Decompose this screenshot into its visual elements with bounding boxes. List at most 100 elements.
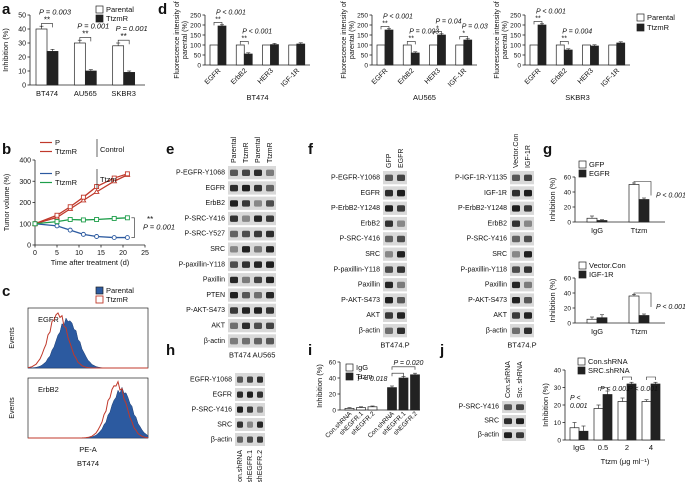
significance-bracket bbox=[213, 22, 223, 26]
blot-band bbox=[504, 432, 512, 439]
y-tick-label: 200 bbox=[190, 23, 201, 30]
blot-band bbox=[254, 322, 262, 330]
y-tick-label: 40 bbox=[329, 376, 337, 383]
blot-f-igf1r: P-IGF-1R-Y1135 IGF-1R P-ErbB2-Y1248 ErbB2 P-… bbox=[455, 171, 534, 338]
y-axis-label: Inhibition (%) bbox=[1, 28, 10, 72]
significance-bracket bbox=[433, 31, 442, 35]
bar-ttzmr bbox=[616, 42, 626, 66]
significance-bracket bbox=[646, 376, 656, 380]
blot-band bbox=[524, 235, 532, 243]
data-point bbox=[124, 235, 130, 241]
blot-row-label: β-actin bbox=[359, 327, 380, 334]
blot-band bbox=[230, 230, 238, 238]
blot-band bbox=[385, 312, 393, 319]
p-value: P < 0.001 bbox=[656, 193, 685, 200]
blot-band bbox=[524, 174, 532, 182]
x-tick-label: Ttzm bbox=[631, 226, 648, 235]
blot-band bbox=[512, 189, 520, 197]
y-tick-label: 0 bbox=[332, 408, 336, 415]
significance-stars: ** bbox=[562, 35, 568, 42]
bar-ttzmr bbox=[46, 51, 59, 86]
bar-src-shrna bbox=[602, 394, 613, 441]
y-axis-label: parental (%) bbox=[349, 21, 356, 59]
data-point bbox=[80, 194, 86, 200]
significance-stars: ** bbox=[121, 32, 127, 41]
p-value: P = 0.001 bbox=[116, 24, 148, 33]
cell-line-caption: AU565 bbox=[413, 93, 436, 102]
y-axis-label: Inhibition (%) bbox=[548, 278, 557, 322]
blot-band bbox=[504, 404, 512, 411]
data-point bbox=[54, 212, 60, 218]
x-tick-label: IGF-1R bbox=[600, 67, 621, 88]
legend-label: Parental bbox=[106, 5, 134, 14]
blot-band bbox=[397, 251, 405, 258]
y-tick-label: 60 bbox=[329, 360, 337, 367]
bar bbox=[356, 407, 366, 411]
x-tick-label: 20 bbox=[119, 250, 127, 257]
blot-column-label: TtzmR bbox=[267, 142, 274, 163]
blot-band bbox=[385, 281, 393, 289]
blot-band bbox=[512, 296, 520, 304]
blot-row-label: P-SRC-Y527 bbox=[185, 231, 226, 238]
data-point bbox=[94, 217, 100, 222]
blot-band bbox=[397, 220, 405, 227]
panel-letter-j: j bbox=[439, 342, 444, 359]
y-tick-label: 40 bbox=[564, 190, 572, 197]
y-tick-label: 100 bbox=[357, 43, 368, 50]
significance-stars: * bbox=[462, 30, 465, 37]
legend-swatch bbox=[95, 14, 104, 23]
blot-column-label: IGF-1R bbox=[525, 145, 532, 168]
blot-band bbox=[512, 251, 520, 258]
data-point bbox=[111, 175, 117, 181]
bar-filled bbox=[596, 220, 608, 223]
blot-band bbox=[385, 266, 393, 273]
data-point bbox=[67, 227, 73, 233]
y-tick-label: 20 bbox=[329, 392, 337, 399]
ttzmr-histogram bbox=[28, 380, 149, 439]
significance-bracket bbox=[79, 37, 92, 42]
blot-band bbox=[247, 406, 253, 413]
legend-swatch bbox=[577, 357, 586, 366]
significance-bracket bbox=[41, 23, 53, 28]
blot-strip bbox=[228, 319, 276, 333]
legend-label: EGFR bbox=[589, 169, 610, 178]
legend-label: P bbox=[55, 138, 60, 147]
x-tick-label: 15 bbox=[97, 250, 105, 257]
p-value: P < 0.001 bbox=[242, 28, 272, 35]
blot-band bbox=[266, 184, 274, 192]
blot-row-label: AKT bbox=[493, 312, 507, 319]
legend-group-label: Ttzm bbox=[100, 175, 117, 184]
blot-row-label: β-actin bbox=[211, 436, 232, 443]
x-tick-label: IGF-1R bbox=[280, 67, 301, 88]
blot-column-label: Vector.Con bbox=[513, 134, 520, 168]
blot-band bbox=[512, 205, 520, 212]
bar-ttzmr bbox=[243, 53, 253, 66]
bar-filled bbox=[638, 315, 650, 324]
significance-bracket bbox=[633, 181, 652, 196]
blot-f-egfr: P-EGFR-Y1068 EGFR P-ErbB2-Y1248 ErbB2 P-SRC-… bbox=[331, 171, 407, 338]
blot-strip bbox=[228, 242, 276, 256]
p-value: P = 0.03 bbox=[462, 23, 488, 30]
bar-ttzmr bbox=[270, 44, 279, 66]
x-tick-label: HER3 bbox=[424, 67, 442, 85]
bar-parental bbox=[112, 45, 125, 86]
legend-swatch bbox=[95, 295, 104, 304]
data-point bbox=[111, 215, 117, 221]
blot-band bbox=[247, 421, 253, 428]
blot-band bbox=[516, 404, 524, 411]
significance-stars: ** bbox=[382, 20, 388, 27]
legend-label: Con.shRNA bbox=[588, 357, 628, 366]
blot-row-label: β-actin bbox=[478, 432, 499, 439]
y-axis-label: Fluorescence intensity of bbox=[341, 1, 348, 78]
legend-swatch bbox=[578, 270, 587, 279]
bar-parental bbox=[209, 44, 219, 66]
blot-row-label: ErbB2 bbox=[361, 220, 381, 227]
blot-band bbox=[254, 307, 262, 314]
panel-letter-f: f bbox=[308, 141, 314, 158]
x-axis-label: PE-A bbox=[79, 445, 97, 454]
p-value: P < 0.001 bbox=[628, 386, 658, 393]
blot-band bbox=[397, 327, 405, 335]
blot-band bbox=[230, 276, 238, 284]
legend-label: TtzmR bbox=[106, 295, 129, 304]
blot-column-label: shEGFR.2 bbox=[257, 450, 264, 482]
